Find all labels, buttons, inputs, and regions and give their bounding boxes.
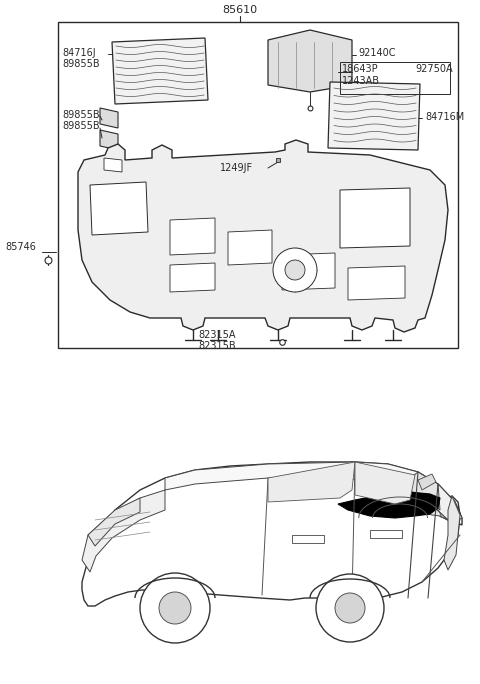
Polygon shape bbox=[228, 230, 272, 265]
Polygon shape bbox=[100, 130, 118, 150]
Polygon shape bbox=[100, 108, 118, 128]
Polygon shape bbox=[90, 182, 148, 235]
Polygon shape bbox=[78, 140, 448, 332]
Polygon shape bbox=[170, 218, 215, 255]
Polygon shape bbox=[340, 188, 410, 248]
Polygon shape bbox=[170, 263, 215, 292]
Polygon shape bbox=[415, 505, 448, 520]
Polygon shape bbox=[82, 490, 165, 572]
Bar bbox=[370, 530, 402, 538]
Text: 18643P: 18643P bbox=[342, 64, 379, 74]
Circle shape bbox=[140, 573, 210, 643]
Bar bbox=[340, 62, 450, 94]
Polygon shape bbox=[328, 82, 420, 150]
Circle shape bbox=[335, 593, 365, 623]
Polygon shape bbox=[355, 462, 415, 504]
Circle shape bbox=[159, 592, 191, 624]
Polygon shape bbox=[420, 484, 462, 522]
Text: 92140C: 92140C bbox=[358, 48, 396, 58]
Text: 1249JF: 1249JF bbox=[220, 163, 253, 173]
Polygon shape bbox=[400, 472, 455, 510]
Polygon shape bbox=[282, 253, 335, 290]
Polygon shape bbox=[104, 158, 122, 172]
Text: 82315A: 82315A bbox=[198, 330, 236, 340]
Bar bbox=[292, 535, 324, 543]
Text: 1243AB: 1243AB bbox=[342, 76, 380, 86]
Polygon shape bbox=[112, 38, 208, 104]
Text: 85610: 85610 bbox=[222, 5, 258, 15]
Text: 84716M: 84716M bbox=[425, 112, 464, 122]
Text: 89855B: 89855B bbox=[62, 121, 100, 131]
Polygon shape bbox=[165, 462, 418, 490]
Text: 82315B: 82315B bbox=[198, 341, 236, 351]
Circle shape bbox=[273, 248, 317, 292]
Text: 84716J: 84716J bbox=[62, 48, 96, 58]
Text: 92750A: 92750A bbox=[415, 64, 453, 74]
Text: 89855B: 89855B bbox=[62, 59, 100, 69]
Polygon shape bbox=[268, 30, 352, 92]
Polygon shape bbox=[444, 496, 460, 570]
Circle shape bbox=[285, 260, 305, 280]
Text: 85746: 85746 bbox=[5, 242, 36, 252]
Polygon shape bbox=[418, 474, 436, 490]
Polygon shape bbox=[268, 462, 355, 502]
Circle shape bbox=[316, 574, 384, 642]
Polygon shape bbox=[348, 266, 405, 300]
Polygon shape bbox=[88, 498, 140, 546]
Text: 89855B: 89855B bbox=[62, 110, 100, 120]
Bar bbox=[58, 22, 458, 348]
Polygon shape bbox=[338, 492, 440, 518]
Polygon shape bbox=[82, 462, 462, 606]
